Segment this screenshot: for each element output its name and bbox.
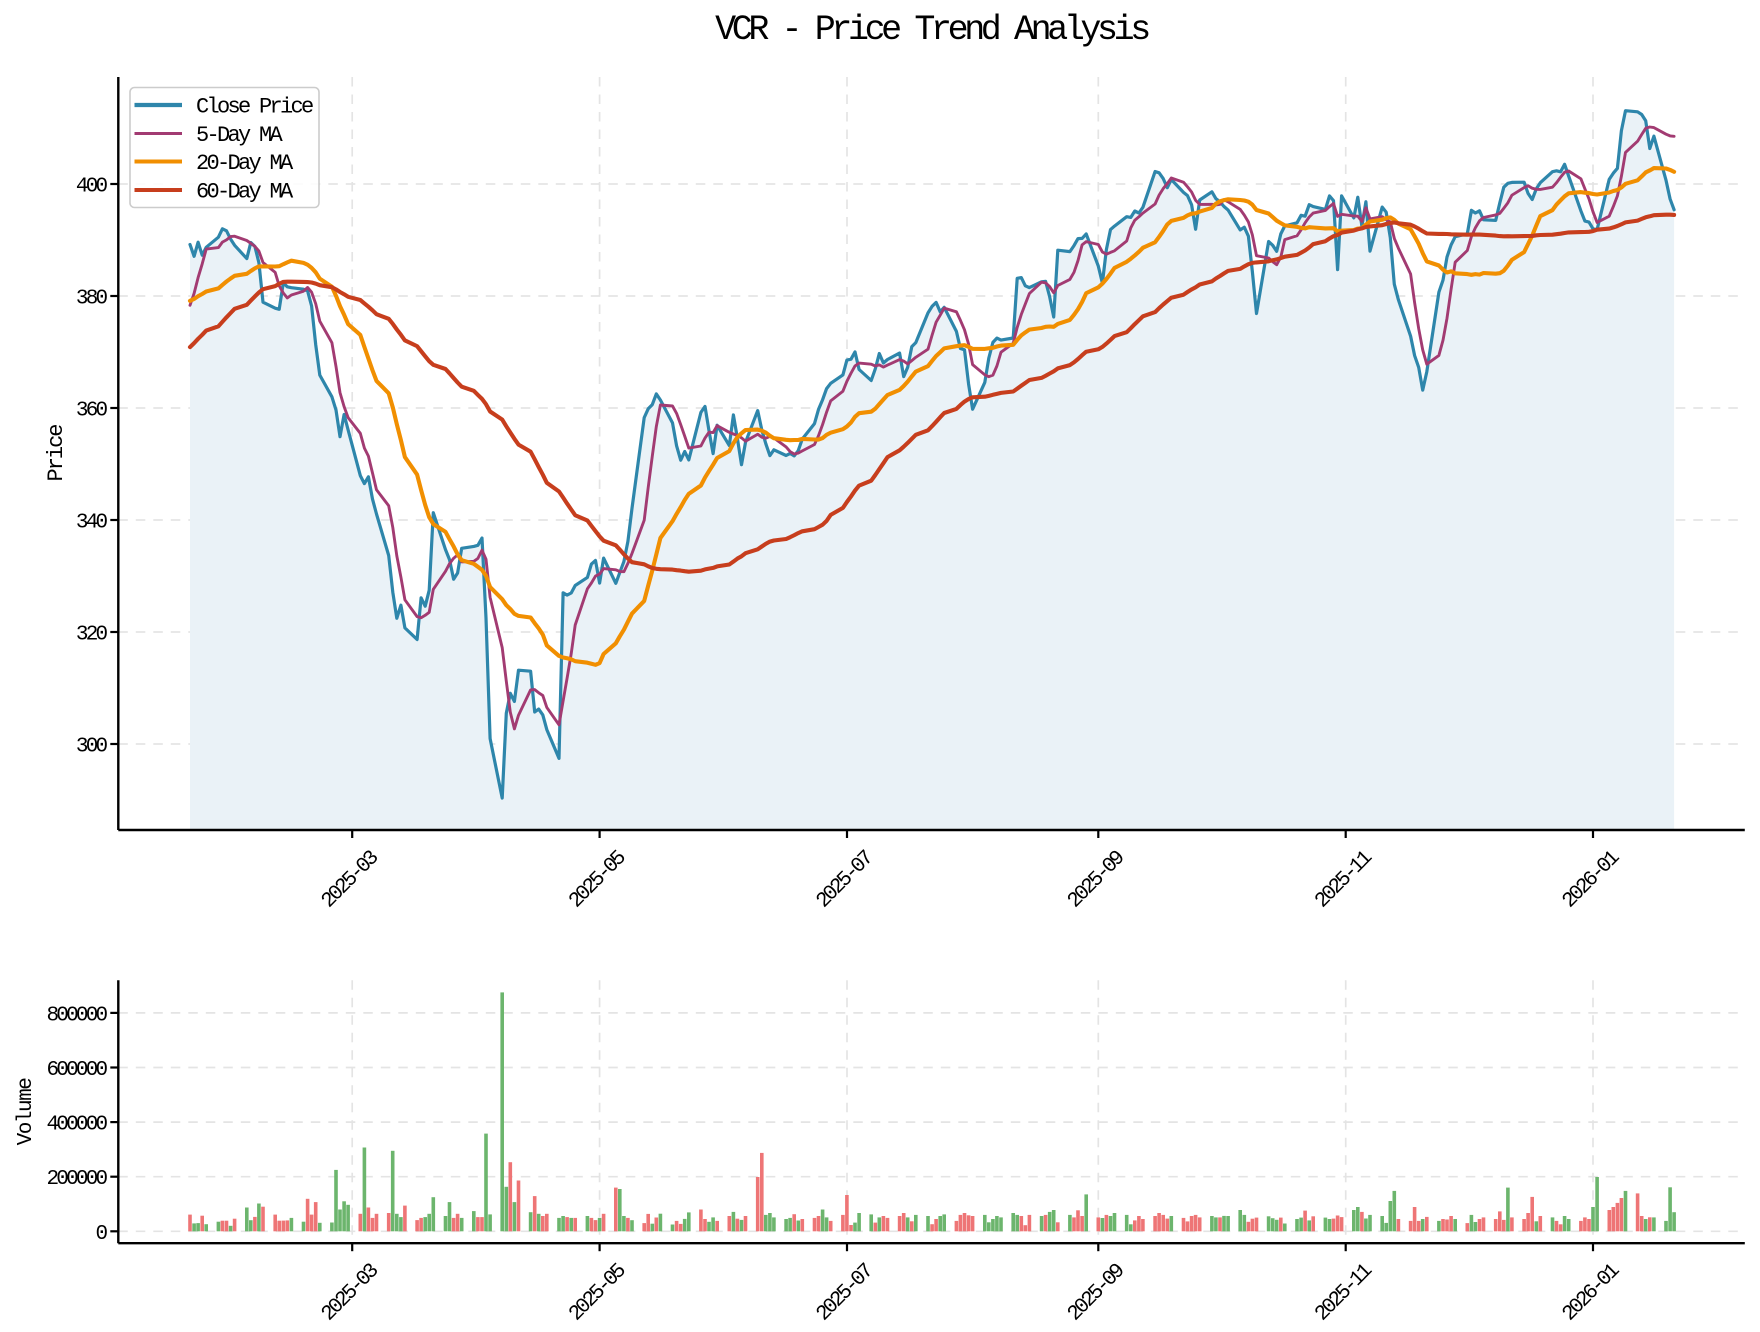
svg-text:60-Day MA: 60-Day MA [196, 180, 294, 205]
svg-text:320: 320 [76, 624, 108, 647]
svg-text:360: 360 [76, 400, 108, 423]
svg-text:Volume: Volume [15, 1078, 38, 1146]
svg-text:5-Day MA: 5-Day MA [196, 123, 284, 148]
svg-text:400000: 400000 [46, 1114, 107, 1137]
svg-text:300: 300 [76, 736, 108, 759]
svg-text:600000: 600000 [46, 1059, 107, 1082]
svg-text:200000: 200000 [46, 1168, 107, 1191]
svg-text:20-Day MA: 20-Day MA [196, 151, 294, 176]
svg-text:VCR - Price Trend Analysis: VCR - Price Trend Analysis [715, 10, 1149, 50]
svg-text:Close Price: Close Price [196, 95, 313, 120]
svg-text:340: 340 [76, 512, 108, 535]
svg-text:380: 380 [76, 288, 108, 311]
svg-text:Price: Price [44, 425, 69, 482]
svg-text:400: 400 [76, 176, 108, 199]
svg-text:800000: 800000 [46, 1004, 107, 1027]
